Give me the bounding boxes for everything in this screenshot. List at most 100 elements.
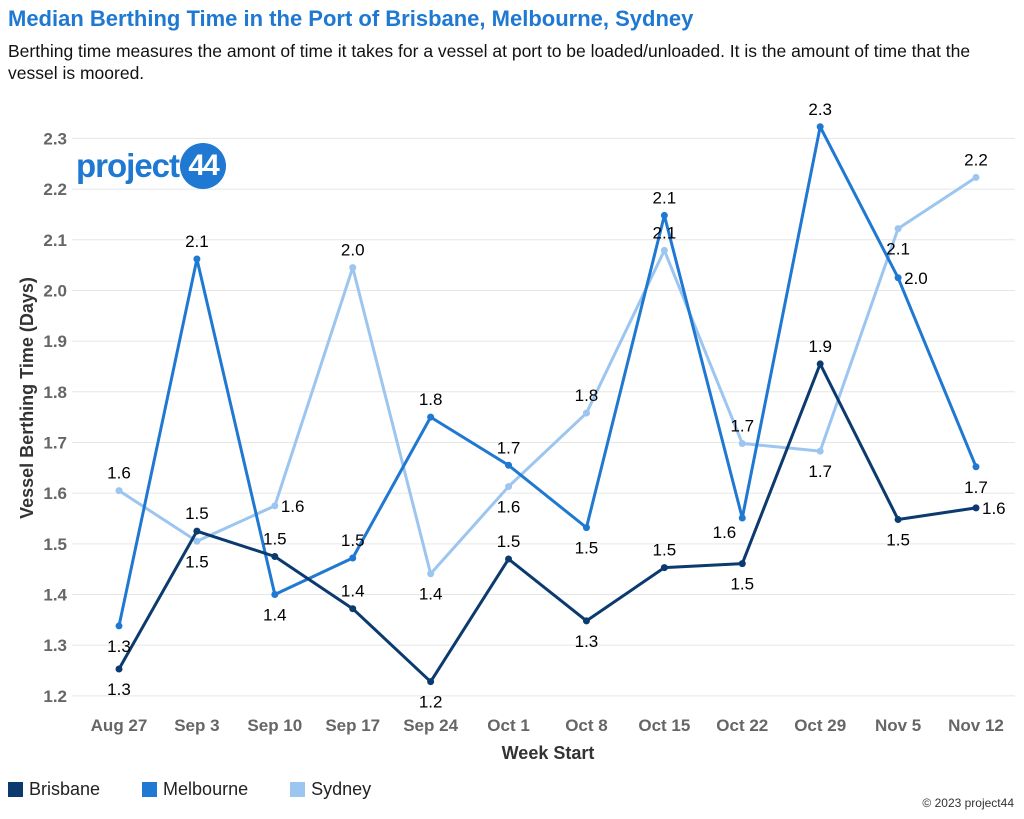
- legend-item-sydney: Sydney: [290, 779, 371, 800]
- data-label-melbourne: 2.0: [904, 269, 928, 288]
- data-point-melbourne: [271, 591, 279, 599]
- y-tick-label: 2.0: [43, 281, 67, 300]
- data-label-sydney: 1.6: [107, 464, 131, 483]
- x-tick-label: Sep 3: [174, 716, 219, 735]
- chart-title: Median Berthing Time in the Port of Bris…: [8, 6, 694, 31]
- x-tick-label: Sep 10: [247, 716, 302, 735]
- y-tick-label: 1.3: [43, 636, 67, 655]
- data-point-melbourne: [115, 622, 123, 630]
- data-label-melbourne: 2.3: [808, 100, 832, 119]
- data-point-melbourne: [738, 514, 746, 522]
- legend-swatch: [290, 782, 306, 797]
- data-point-sydney: [427, 570, 435, 578]
- legend-label: Melbourne: [163, 779, 249, 799]
- series-line-brisbane: [117, 362, 977, 684]
- data-label-sydney: 1.8: [575, 386, 599, 405]
- data-point-sydney: [894, 225, 902, 233]
- data-point-melbourne: [193, 255, 201, 263]
- data-point-brisbane: [349, 605, 357, 613]
- x-tick-label: Nov 12: [948, 716, 1004, 735]
- data-label-melbourne: 1.7: [497, 438, 521, 457]
- data-label-brisbane: 1.5: [653, 541, 677, 560]
- data-point-melbourne: [660, 211, 668, 219]
- data-point-brisbane: [816, 360, 824, 368]
- series-line-sydney: [118, 176, 977, 576]
- data-point-sydney: [115, 487, 123, 495]
- x-axis-title: Week Start: [502, 743, 595, 763]
- data-point-melbourne: [972, 463, 980, 471]
- x-tick-label: Oct 15: [638, 716, 690, 735]
- data-label-melbourne: 1.5: [341, 531, 365, 550]
- x-tick-label: Sep 17: [325, 716, 380, 735]
- data-label-brisbane: 1.5: [263, 530, 287, 549]
- project44-logo: project 44: [76, 143, 227, 189]
- data-point-brisbane: [427, 678, 435, 686]
- data-label-sydney: 1.4: [419, 585, 443, 604]
- data-point-brisbane: [271, 553, 279, 560]
- data-point-brisbane: [582, 617, 590, 625]
- legend-label: Brisbane: [29, 779, 101, 799]
- data-label-brisbane: 1.5: [497, 532, 521, 551]
- data-point-sydney: [193, 537, 201, 545]
- legend-item-melbourne: Melbourne: [142, 779, 248, 800]
- data-label-melbourne: 1.3: [107, 637, 131, 656]
- data-point-melbourne: [349, 554, 357, 562]
- x-tick-label: Oct 29: [794, 716, 846, 735]
- y-tick-label: 1.5: [43, 535, 67, 554]
- x-tick-label: Oct 22: [716, 716, 768, 735]
- data-labels: 1.6 1.5 1.6 2.0 1.4 1.6 1.8 2.1 1.7 1.7 2.1 2.2 1.3 2…: [107, 100, 1005, 712]
- data-label-brisbane: 1.2: [419, 693, 443, 712]
- data-label-melbourne: 1.7: [964, 478, 988, 497]
- data-label-brisbane: 1.9: [808, 337, 832, 356]
- data-point-melbourne: [427, 413, 435, 421]
- data-label-melbourne: 1.6: [713, 523, 737, 542]
- legend-item-brisbane: Brisbane: [8, 779, 100, 800]
- y-tick-label: 1.6: [43, 484, 67, 503]
- data-label-melbourne: 2.1: [185, 232, 209, 251]
- copyright: © 2023 project44: [922, 796, 1014, 810]
- data-point-melbourne: [816, 123, 824, 131]
- data-point-melbourne: [505, 461, 513, 469]
- data-label-melbourne: 1.4: [263, 606, 287, 625]
- data-label-sydney: 2.0: [341, 241, 365, 260]
- data-point-sydney: [505, 483, 513, 491]
- data-label-sydney: 2.1: [653, 223, 677, 242]
- legend-label: Sydney: [311, 779, 372, 799]
- data-point-melbourne: [894, 274, 902, 282]
- x-tick-label: Oct 8: [565, 716, 608, 735]
- data-label-sydney: 2.1: [886, 240, 910, 259]
- data-label-melbourne: 2.1: [653, 188, 677, 207]
- y-tick-label: 1.8: [43, 383, 67, 402]
- chart-subtitle: Berthing time measures the amont of time…: [8, 41, 971, 83]
- y-tick-label: 2.3: [43, 129, 67, 148]
- data-point-brisbane: [660, 564, 668, 572]
- data-point-sydney: [271, 502, 279, 510]
- y-axis-ticks: 1.2 1.3 1.4 1.5 1.6 1.7 1.8 1.9 2.0 2.1 2.2 2.3: [43, 129, 67, 705]
- data-point-sydney: [816, 447, 824, 455]
- y-axis-title: Vessel Berthing Time (Days): [17, 277, 37, 519]
- data-label-brisbane: 1.3: [575, 632, 599, 651]
- x-tick-label: Sep 24: [403, 716, 458, 735]
- legend: Brisbane Melbourne Sydney: [8, 779, 413, 800]
- data-label-melbourne: 1.8: [419, 390, 443, 409]
- gridlines: [72, 137, 1015, 697]
- data-label-brisbane: 1.4: [341, 582, 365, 601]
- data-point-sydney: [582, 409, 590, 417]
- data-point-brisbane: [972, 504, 980, 512]
- logo-badge: 44: [180, 143, 227, 189]
- data-point-melbourne: [582, 524, 590, 532]
- data-point-brisbane: [115, 665, 123, 673]
- data-point-brisbane: [505, 555, 513, 563]
- y-tick-label: 1.7: [43, 433, 67, 452]
- data-label-sydney: 1.6: [497, 498, 521, 517]
- y-tick-label: 1.9: [43, 332, 67, 351]
- data-point-brisbane: [738, 560, 746, 568]
- data-label-brisbane: 1.3: [107, 680, 131, 699]
- y-tick-label: 1.4: [43, 586, 67, 605]
- logo-text: project: [76, 147, 180, 184]
- data-label-brisbane: 1.5: [730, 575, 754, 594]
- x-axis-ticks: Aug 27 Sep 3 Sep 10 Sep 17 Sep 24 Oct 1 Oct 8 O…: [91, 716, 1004, 735]
- data-point-sydney: [660, 246, 668, 254]
- data-label-sydney: 1.6: [281, 497, 305, 516]
